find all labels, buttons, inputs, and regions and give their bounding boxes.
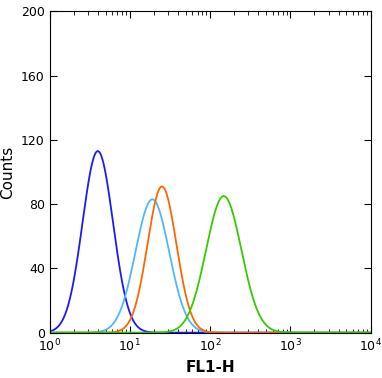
Y-axis label: Counts: Counts	[0, 146, 15, 198]
X-axis label: FL1-H: FL1-H	[185, 359, 235, 375]
